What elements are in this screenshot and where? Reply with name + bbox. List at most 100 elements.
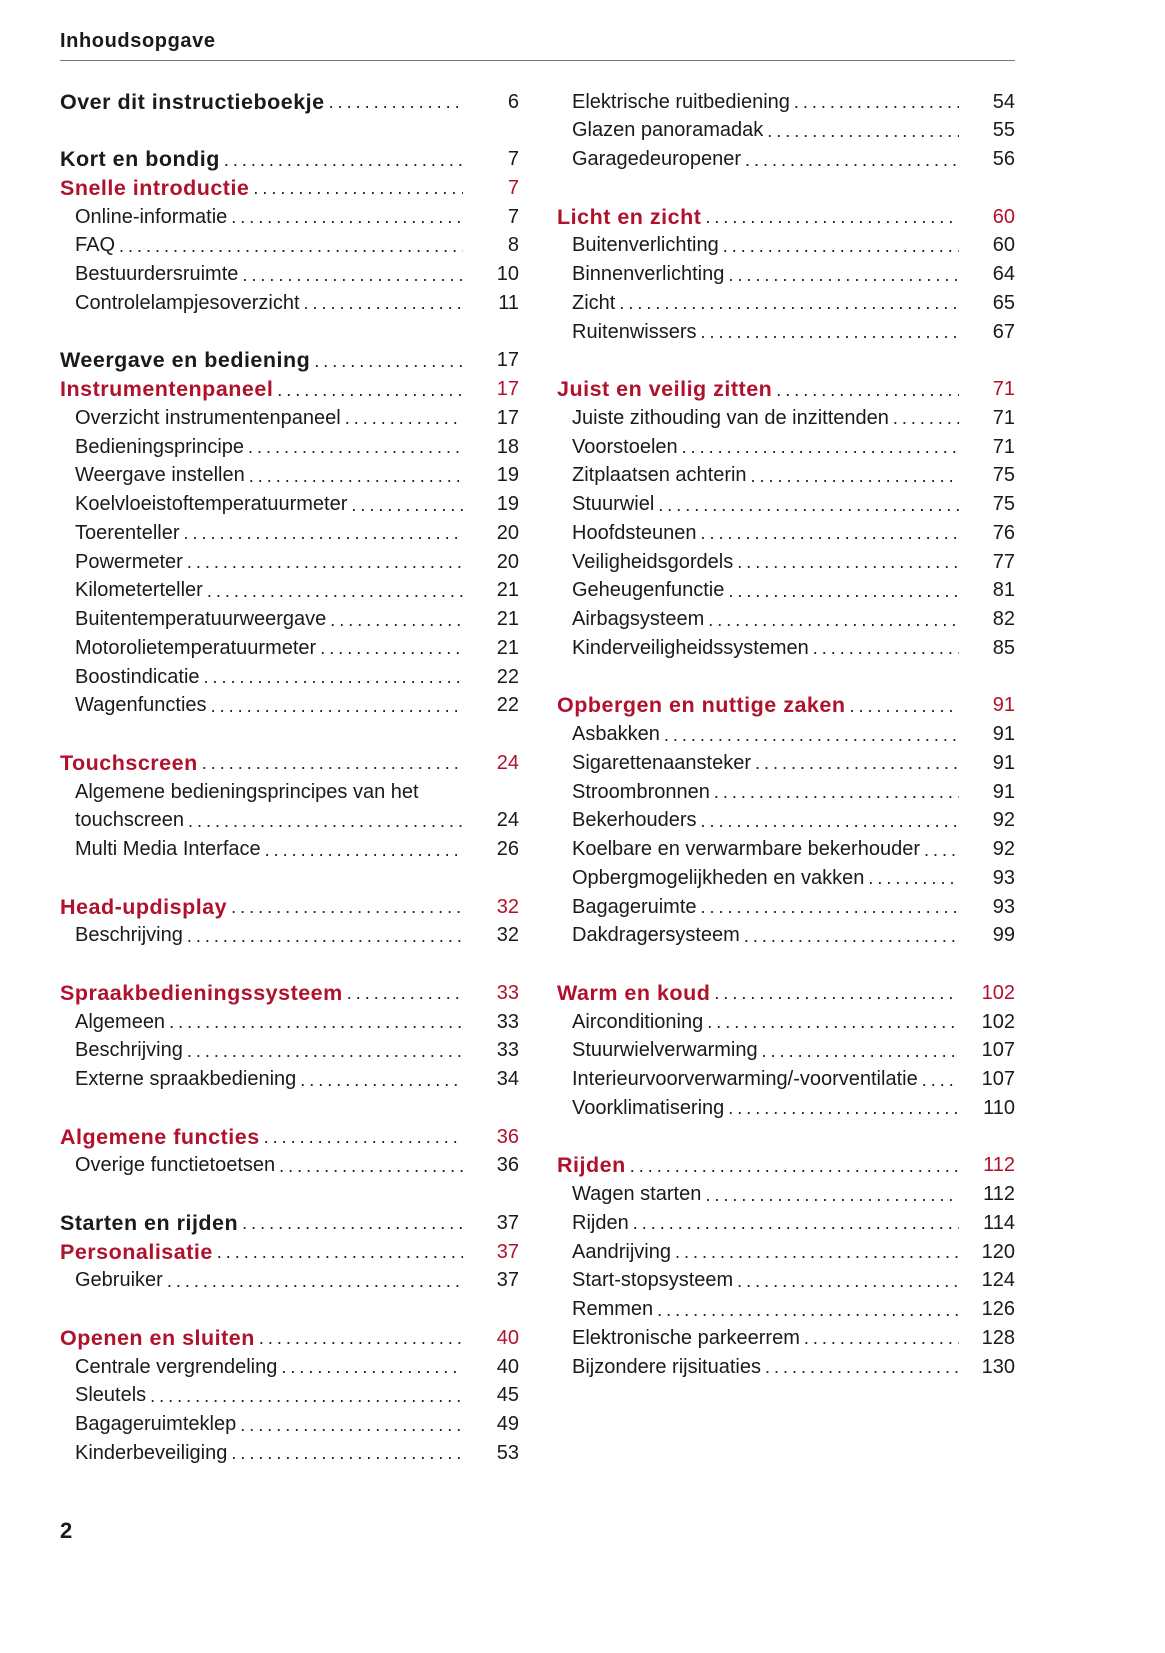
toc-entry-item[interactable]: Sigarettenaansteker 91 xyxy=(557,749,1015,777)
toc-entry-item[interactable]: Online-informatie 7 xyxy=(60,203,519,231)
toc-entry-section[interactable]: Opbergen en nuttige zaken 91 xyxy=(557,692,1015,720)
toc-entry-item[interactable]: Wagenfuncties 22 xyxy=(60,692,519,720)
toc-entry-item[interactable]: Remmen 126 xyxy=(557,1296,1015,1324)
toc-entry-item[interactable]: Zicht 65 xyxy=(557,289,1015,317)
toc-entry-item[interactable]: Zitplaatsen achterin 75 xyxy=(557,462,1015,490)
toc-entry-item[interactable]: Rijden 114 xyxy=(557,1209,1015,1237)
toc-entry-item[interactable]: Powermeter 20 xyxy=(60,548,519,576)
toc-entry-page: 112 xyxy=(983,1183,1015,1205)
toc-entry-item[interactable]: Buitenverlichting 60 xyxy=(557,232,1015,260)
toc-entry-title: Instrumentenpaneel xyxy=(60,377,274,401)
toc-entry-item[interactable]: Ruitenwissers 67 xyxy=(557,318,1015,346)
toc-entry-chapter[interactable]: Starten en rijden 37 xyxy=(60,1209,519,1237)
toc-entry-item[interactable]: Koelbare en verwarmbare bekerhouder 92 xyxy=(557,836,1015,864)
toc-entry-item[interactable]: Interieurvoorverwarming/-voorventilatie 1… xyxy=(557,1066,1015,1094)
toc-entry-item[interactable]: Elektrische ruitbediening 54 xyxy=(557,88,1015,116)
toc-entry-item[interactable]: Opbergmogelijkheden en vakken 93 xyxy=(557,864,1015,892)
toc-entry-item[interactable]: Multi Media Interface 26 xyxy=(60,836,519,864)
toc-entry-item[interactable]: Stuurwielverwarming 107 xyxy=(557,1037,1015,1065)
toc-entry-item[interactable]: Bekerhouders 92 xyxy=(557,807,1015,835)
toc-entry-item[interactable]: Boostindicatie 22 xyxy=(60,663,519,691)
toc-entry-title: Asbakken xyxy=(572,723,660,745)
toc-entry-section[interactable]: Snelle introductie 7 xyxy=(60,174,519,202)
toc-entry-item[interactable]: Sleutels 45 xyxy=(60,1382,519,1410)
toc-entry-page: 40 xyxy=(496,1326,519,1349)
toc-entry-item[interactable]: Start-stopsysteem 124 xyxy=(557,1267,1015,1295)
toc-entry-chapter[interactable]: Weergave en bediening 17 xyxy=(60,347,519,375)
toc-entry-title: Stuurwiel xyxy=(572,493,655,515)
toc-entry-item[interactable]: Dakdragersysteem 99 xyxy=(557,922,1015,950)
toc-entry-item[interactable]: Algemeen 33 xyxy=(60,1008,519,1036)
toc-entry-page: 91 xyxy=(992,694,1015,717)
toc-entry-item[interactable]: Aandrijving 120 xyxy=(557,1238,1015,1266)
toc-entry-item[interactable]: Bijzondere rijsituaties 130 xyxy=(557,1353,1015,1381)
toc-entry-page: 124 xyxy=(981,1269,1015,1292)
toc-entry-page: 33 xyxy=(496,1010,519,1033)
toc-entry-item[interactable]: Toerenteller 20 xyxy=(60,519,519,547)
dot-leader xyxy=(728,579,959,603)
dot-leader xyxy=(723,234,959,258)
toc-entry-item[interactable]: Veiligheidsgordels 77 xyxy=(557,548,1015,576)
toc-entry-item[interactable]: Stuurwiel 75 xyxy=(557,491,1015,519)
toc-entry-item[interactable]: Algemene bedieningsprincipes van het xyxy=(60,778,519,806)
toc-entry-item[interactable]: Bagageruimteklep 49 xyxy=(60,1411,519,1439)
dot-leader xyxy=(248,435,463,459)
toc-entry-item[interactable]: Kinderveiligheidssystemen 85 xyxy=(557,634,1015,662)
toc-entry-item[interactable]: Elektronische parkeerrem 128 xyxy=(557,1324,1015,1352)
toc-entry-item[interactable]: Hoofdsteunen 76 xyxy=(557,519,1015,547)
toc-entry-item[interactable]: Stroombronnen 91 xyxy=(557,778,1015,806)
toc-entry-item[interactable]: Airconditioning 102 xyxy=(557,1008,1015,1036)
toc-entry-item[interactable]: Binnenverlichting 64 xyxy=(557,261,1015,289)
toc-entry-item[interactable]: Beschrijving 32 xyxy=(60,922,519,950)
toc-entry-item[interactable]: Overige functietoetsen 36 xyxy=(60,1152,519,1180)
toc-entry-item[interactable]: Overzicht instrumentenpaneel 17 xyxy=(60,404,519,432)
toc-entry-section[interactable]: Personalisatie 37 xyxy=(60,1238,519,1266)
toc-entry-item[interactable]: Buitentemperatuurweergave 21 xyxy=(60,606,519,634)
toc-entry-item[interactable]: Kilometerteller 21 xyxy=(60,577,519,605)
toc-entry-title: Kinderbeveiliging xyxy=(75,1441,228,1464)
toc-entry-item[interactable]: Externe spraakbediening 34 xyxy=(60,1066,519,1094)
toc-entry-section[interactable]: Instrumentenpaneel 17 xyxy=(60,376,519,404)
toc-entry-item[interactable]: Voorklimatisering 110 xyxy=(557,1094,1015,1122)
toc-entry-item[interactable]: Geheugenfunctie 81 xyxy=(557,577,1015,605)
toc-entry-item[interactable]: Kinderbeveiliging 53 xyxy=(60,1439,519,1467)
toc-entry-item[interactable]: Wagen starten 112 xyxy=(557,1181,1015,1209)
toc-entry-item[interactable]: Controlelampjesoverzicht 11 xyxy=(60,289,519,317)
toc-entry-item[interactable]: FAQ 8 xyxy=(60,232,519,260)
toc-entry-item[interactable]: Juiste zithouding van de inzittenden 71 xyxy=(557,404,1015,432)
toc-entry-item[interactable]: Bedieningsprincipe 18 xyxy=(60,433,519,461)
toc-entry-section[interactable]: Openen en sluiten 40 xyxy=(60,1324,519,1352)
toc-entry-section[interactable]: Warm en koud 102 xyxy=(557,979,1015,1007)
toc-entry-item[interactable]: Koelvloeistoftemperatuurmeter 19 xyxy=(60,491,519,519)
dot-leader xyxy=(765,1355,959,1379)
toc-entry-section[interactable]: Rijden 112 xyxy=(557,1152,1015,1180)
toc-entry-section[interactable]: Licht en zicht 60 xyxy=(557,203,1015,231)
toc-entry-item[interactable]: Motorolietemperatuurmeter 21 xyxy=(60,634,519,662)
toc-entry-item[interactable]: Asbakken 91 xyxy=(557,721,1015,749)
toc-entry-title: Sleutels xyxy=(75,1384,147,1407)
toc-entry-section[interactable]: Spraakbedieningssysteem 33 xyxy=(60,979,519,1007)
toc-entry-item[interactable]: Glazen panoramadak 55 xyxy=(557,117,1015,145)
toc-entry-item[interactable]: Gebruiker 37 xyxy=(60,1267,519,1295)
toc-entry-section[interactable]: Algemene functies 36 xyxy=(60,1123,519,1151)
toc-entry-item[interactable]: Airbagsysteem 82 xyxy=(557,606,1015,634)
toc-entry-page: 32 xyxy=(496,895,519,918)
toc-entry-item[interactable]: Bestuurdersruimte 10 xyxy=(60,261,519,289)
toc-entry-item[interactable]: Voorstoelen 71 xyxy=(557,433,1015,461)
toc-entry-item[interactable]: Weergave instellen 19 xyxy=(60,462,519,490)
toc-entry-item[interactable]: Garagedeuropener 56 xyxy=(557,146,1015,174)
toc-entry-item[interactable]: Centrale vergrendeling 40 xyxy=(60,1353,519,1381)
dot-leader xyxy=(728,263,959,287)
toc-entry-section[interactable]: Juist en veilig zitten 71 xyxy=(557,376,1015,404)
toc-entry-section[interactable]: Head-updisplay 32 xyxy=(60,893,519,921)
toc-entry-item[interactable]: Beschrijving 33 xyxy=(60,1037,519,1065)
toc-entry-title: Starten en rijden xyxy=(60,1210,239,1235)
toc-entry-chapter[interactable]: Over dit instructieboekje 6 xyxy=(60,88,519,116)
toc-entry-item[interactable]: Bagageruimte 93 xyxy=(557,893,1015,921)
toc-entry-section[interactable]: Touchscreen 24 xyxy=(60,749,519,777)
toc-entry-item[interactable]: touchscreen 24 xyxy=(60,807,519,835)
toc-entry-title: Kort en bondig xyxy=(60,147,220,171)
dot-leader xyxy=(657,1298,959,1322)
dot-leader xyxy=(737,1269,959,1293)
toc-entry-chapter[interactable]: Kort en bondig 7 xyxy=(60,146,519,174)
